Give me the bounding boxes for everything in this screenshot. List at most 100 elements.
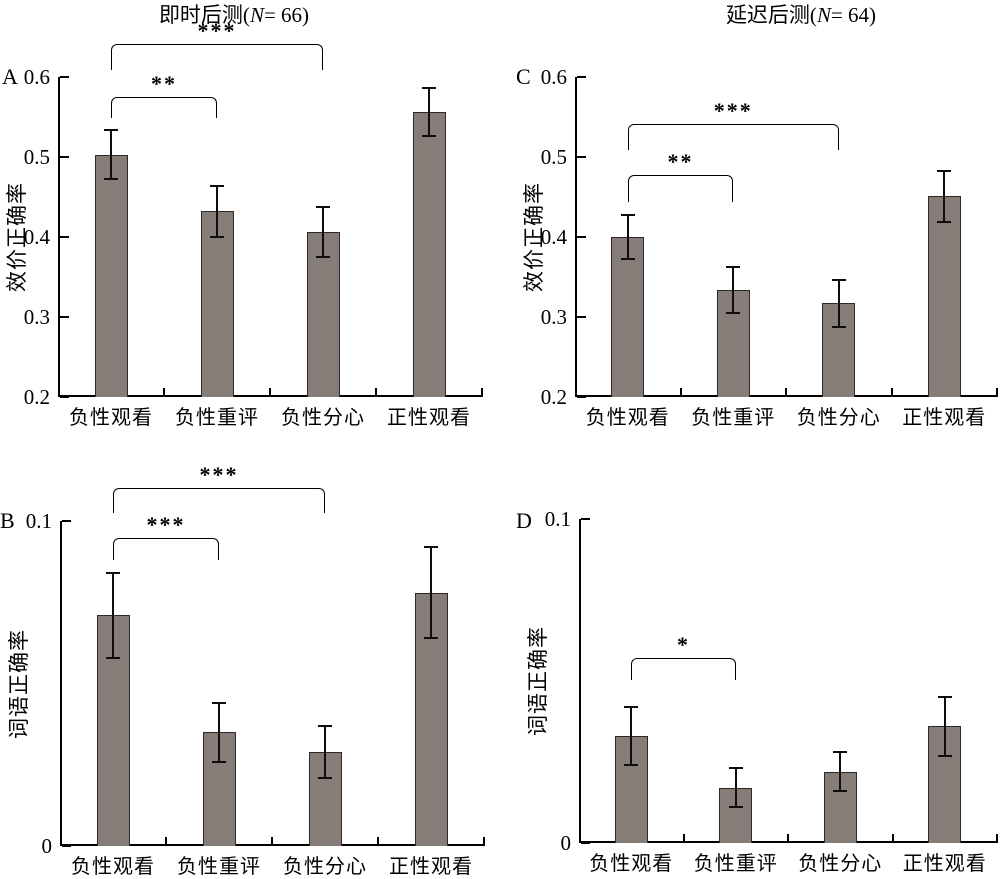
panel-d-category-label-4: 正性观看 (902, 853, 987, 875)
panel-d-category-label-3: 负性分心 (798, 853, 883, 875)
panel-c-label: C (516, 64, 531, 89)
panel-b-error-cap-bottom-1 (106, 656, 120, 659)
panel-c-error-cap-bottom-3 (831, 325, 846, 328)
panel-c-y-tick (577, 236, 586, 238)
panel-a-y-tick-label: 0.3 (23, 305, 50, 329)
panel-c-error-cap-bottom-2 (726, 312, 741, 314)
panel-d-error-cap-bottom-2 (728, 806, 743, 809)
panel-a-error-cap-bottom-2 (210, 236, 224, 238)
panel-d-error-cap-bottom-3 (833, 790, 848, 793)
panel-a-y-tick (60, 236, 69, 238)
panel-c-category-label-3: 负性分心 (796, 407, 881, 429)
panel-c-bar-1 (611, 237, 645, 397)
panel-b-x-tick (271, 837, 273, 846)
panel-c-bar-4 (927, 196, 961, 397)
panel-c-x-tick (679, 388, 682, 397)
panel-a-error-cap-top-1 (104, 128, 118, 131)
panel-c-x-tick (785, 388, 787, 397)
panel-a-label: A (2, 64, 18, 89)
panel-c-error-bar-2 (732, 266, 735, 313)
panel-c-category-label-1: 负性观看 (585, 407, 670, 429)
panel-c-error-bar-3 (837, 280, 840, 327)
panel-d-y-tick-label: 0.1 (544, 507, 571, 531)
panel-b-sig-label-2: *** (199, 461, 239, 487)
panel-b-error-cap-bottom-4 (424, 637, 438, 639)
panel-b-sig-label-1: *** (146, 511, 186, 537)
panel-a-sig-label-2: *** (197, 18, 237, 44)
panel-c-error-bar-4 (943, 170, 946, 222)
panel-d-error-cap-top-3 (833, 751, 848, 754)
panel-d-y-tick (581, 842, 590, 844)
panel-b-error-cap-top-3 (318, 724, 332, 727)
panel-c-sig-label-2: *** (713, 98, 753, 124)
panel-d-error-cap-bottom-1 (624, 764, 639, 767)
panel-a-error-cap-bottom-4 (422, 135, 436, 138)
panel-c-y-tick-label: 0.3 (540, 305, 567, 329)
panel-a-error-cap-top-4 (422, 87, 436, 90)
panel-a-y-tick-label: 0.6 (23, 65, 50, 89)
panel-a-error-cap-top-3 (316, 206, 330, 209)
panel-a-category-label-1: 负性观看 (69, 407, 153, 429)
panel-b-label: B (0, 508, 15, 533)
panel-c-error-cap-top-2 (726, 265, 741, 268)
panel-c-sig-label-1: ** (667, 149, 694, 174)
panel-b-error-cap-top-1 (106, 572, 120, 574)
panel-a-x-tick (269, 388, 271, 397)
panel-d-error-cap-top-1 (624, 705, 639, 708)
panel-c-y-tick-label: 0.4 (540, 225, 567, 249)
panel-c-error-cap-top-1 (620, 213, 635, 216)
panel-a-y-tick (60, 156, 69, 158)
column-title-text: 延迟后测( (725, 3, 817, 27)
panel-d-sig-label-1: * (677, 631, 690, 657)
panel-c-sig-bracket-1 (627, 175, 734, 203)
panel-b-error-bar-4 (430, 547, 432, 638)
column-title-text: 即时后测( (158, 3, 250, 27)
panel-a-bar-4 (412, 112, 446, 397)
panel-d-category-label-1: 负性观看 (589, 853, 674, 875)
panel-b-x-tick (483, 837, 485, 846)
panel-b-error-bar-1 (112, 573, 114, 658)
panel-d-x-tick (891, 834, 894, 843)
panel-a-bar-2 (200, 211, 234, 397)
panel-a-category-label-4: 正性观看 (387, 407, 471, 429)
panel-a-error-cap-bottom-3 (316, 256, 330, 258)
panel-a-x-tick (481, 388, 483, 397)
panel-b-x-tick (165, 837, 167, 846)
panel-a-y-tick (60, 316, 69, 318)
panel-a-error-bar-1 (110, 129, 112, 180)
panel-b-category-label-4: 正性观看 (389, 856, 473, 878)
panel-a-category-label-2: 负性重评 (175, 407, 259, 429)
panel-d-x-tick (996, 834, 998, 843)
panel-c-y-tick (577, 396, 586, 398)
panel-a-error-cap-top-2 (210, 184, 224, 187)
panel-d-error-cap-bottom-4 (937, 754, 952, 757)
panel-b-error-cap-top-4 (424, 546, 438, 548)
panel-c-error-cap-bottom-1 (620, 258, 635, 261)
panel-a-error-cap-bottom-1 (104, 178, 118, 181)
panel-b-error-cap-bottom-3 (318, 776, 332, 779)
panel-a-x-tick (375, 388, 377, 397)
panel-a-sig-bracket-1 (111, 97, 217, 118)
panel-a-y-tick (60, 396, 69, 398)
column-title-text: = 64) (830, 3, 877, 27)
n-variable: N (249, 3, 264, 27)
panel-b-error-cap-bottom-2 (212, 760, 226, 763)
n-variable: N (816, 3, 831, 27)
panel-b-sig-bracket-2 (113, 487, 325, 513)
panel-d-error-bar-4 (943, 697, 946, 756)
panel-c-y-tick (577, 156, 586, 158)
panel-b-y-axis-title: 词语正确率 (7, 628, 31, 739)
panel-d-sig-bracket-1 (631, 657, 736, 681)
panel-d-error-bar-1 (630, 706, 633, 766)
panel-b-category-label-2: 负性重评 (177, 856, 261, 878)
panel-a-error-bar-3 (322, 207, 324, 257)
column-title-immediate: 即时后测(N= 66) (34, 2, 434, 28)
panel-b-y-tick-label: 0.1 (25, 509, 52, 533)
panel-c-x-tick (890, 388, 893, 397)
panel-c-category-label-2: 负性重评 (691, 407, 776, 429)
panel-c-error-cap-top-3 (831, 279, 846, 282)
panel-b-error-cap-top-2 (212, 702, 226, 704)
panel-a-error-bar-2 (216, 185, 218, 237)
panel-b-y-tick-label: 0 (41, 834, 53, 858)
